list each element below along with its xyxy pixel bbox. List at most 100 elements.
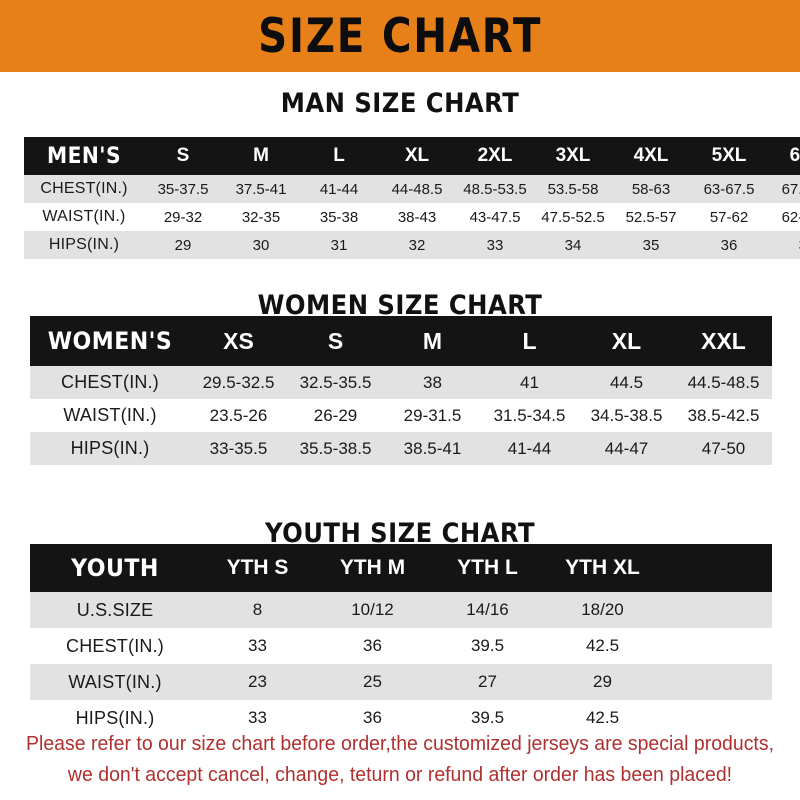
women-table-header-row: WOMEN'S XS S M L XL XXL bbox=[30, 316, 772, 366]
men-size-header: S bbox=[176, 145, 190, 166]
women-row-label: WAIST(IN.) bbox=[63, 405, 157, 425]
men-size-header: 5XL bbox=[711, 145, 747, 166]
men-row-label: HIPS(IN.) bbox=[48, 236, 120, 253]
youth-row-label: U.S.SIZE bbox=[76, 599, 154, 620]
table-row: U.S.SIZE 8 10/12 14/16 18/20 bbox=[30, 592, 772, 628]
men-size-header: L bbox=[333, 145, 345, 166]
women-cell: 34.5-38.5 bbox=[590, 405, 663, 425]
men-cell: 29-32 bbox=[163, 208, 203, 226]
footer-line-2: we don't accept cancel, change, teturn o… bbox=[67, 763, 733, 786]
footer-disclaimer: Please refer to our size chart before or… bbox=[20, 728, 780, 790]
women-size-header: XXL bbox=[701, 327, 746, 354]
men-cell: 48.5-53.5 bbox=[463, 180, 527, 198]
table-row: CHEST(IN.) 33 36 39.5 42.5 bbox=[30, 628, 772, 664]
men-cell: 52.5-57 bbox=[625, 208, 677, 226]
men-row-label: CHEST(IN.) bbox=[40, 180, 128, 197]
men-cell: 37.5-41 bbox=[235, 180, 287, 198]
men-cell: 34 bbox=[564, 236, 582, 254]
women-row-label: CHEST(IN.) bbox=[61, 372, 159, 392]
men-cell: 44-48.5 bbox=[391, 180, 443, 198]
women-cell: 32.5-35.5 bbox=[299, 372, 372, 392]
women-cell: 47-50 bbox=[701, 438, 746, 458]
table-row: WAIST(IN.) 23.5-26 26-29 29-31.5 31.5-34… bbox=[30, 399, 772, 432]
youth-cell: 14/16 bbox=[466, 600, 509, 619]
youth-size-header: YTH XL bbox=[565, 556, 640, 579]
men-cell: 30 bbox=[252, 236, 270, 254]
youth-row-label: CHEST(IN.) bbox=[66, 635, 164, 656]
men-cell: 35-38 bbox=[319, 208, 359, 226]
women-size-header: XL bbox=[611, 327, 642, 354]
table-row: WAIST(IN.) 23 25 27 29 bbox=[30, 664, 772, 700]
women-size-header: M bbox=[422, 327, 443, 354]
table-row: CHEST(IN.) 29.5-32.5 32.5-35.5 38 41 44.… bbox=[30, 366, 772, 399]
women-cell: 38.5-41 bbox=[403, 438, 462, 458]
men-corner-label: MEN'S bbox=[46, 143, 121, 169]
women-cell: 26-29 bbox=[313, 405, 358, 425]
women-cell: 29.5-32.5 bbox=[202, 372, 275, 392]
youth-cell-spacer bbox=[660, 664, 772, 700]
women-cell: 38.5-42.5 bbox=[687, 405, 760, 425]
youth-row-label: HIPS(IN.) bbox=[75, 707, 155, 728]
women-corner-label: WOMEN'S bbox=[47, 327, 173, 355]
youth-size-header: YTH S bbox=[226, 556, 289, 579]
men-cell: 31 bbox=[330, 236, 348, 254]
women-cell: 41-44 bbox=[507, 438, 552, 458]
women-cell: 44-47 bbox=[604, 438, 649, 458]
men-table-header-row: MEN'S S M L XL 2XL 3XL 4XL 5XL 6XL bbox=[24, 137, 800, 175]
page-banner: SIZE CHART bbox=[0, 0, 800, 72]
women-cell: 23.5-26 bbox=[209, 405, 268, 425]
women-cell: 35.5-38.5 bbox=[299, 438, 372, 458]
men-cell: 53.5-58 bbox=[547, 180, 599, 198]
men-cell: 35 bbox=[642, 236, 660, 254]
women-size-header: L bbox=[522, 327, 537, 354]
youth-size-header: YTH L bbox=[457, 556, 518, 579]
men-size-header: 3XL bbox=[555, 145, 591, 166]
youth-table-header-row: YOUTH YTH S YTH M YTH L YTH XL bbox=[30, 544, 772, 592]
youth-cell: 39.5 bbox=[470, 708, 505, 727]
men-cell: 35-37.5 bbox=[157, 180, 209, 198]
men-cell: 47.5-52.5 bbox=[541, 208, 605, 226]
section-title-man: MAN SIZE CHART bbox=[280, 88, 520, 119]
section-title-women: WOMEN SIZE CHART bbox=[257, 290, 543, 321]
youth-cell: 10/12 bbox=[351, 600, 394, 619]
youth-cell: 42.5 bbox=[585, 708, 620, 727]
women-cell: 44.5-48.5 bbox=[687, 372, 760, 392]
men-cell: 33 bbox=[486, 236, 504, 254]
footer-line-1: Please refer to our size chart before or… bbox=[25, 732, 774, 755]
table-row: CHEST(IN.) 35-37.5 37.5-41 41-44 44-48.5… bbox=[24, 175, 800, 203]
youth-header-spacer bbox=[660, 544, 772, 592]
youth-cell: 27 bbox=[478, 672, 497, 691]
men-cell: 63-67.5 bbox=[703, 180, 755, 198]
women-size-table: WOMEN'S XS S M L XL XXL CHEST(IN.) 29.5-… bbox=[30, 316, 772, 465]
youth-cell-spacer bbox=[660, 628, 772, 664]
men-cell: 32-35 bbox=[241, 208, 281, 226]
men-row-label: WAIST(IN.) bbox=[42, 208, 126, 225]
men-cell: 58-63 bbox=[631, 180, 671, 198]
men-cell: 41-44 bbox=[319, 180, 359, 198]
youth-cell: 29 bbox=[593, 672, 612, 691]
table-row: HIPS(IN.) 33-35.5 35.5-38.5 38.5-41 41-4… bbox=[30, 432, 772, 465]
men-cell: 57-62 bbox=[709, 208, 749, 226]
youth-size-table: YOUTH YTH S YTH M YTH L YTH XL U.S.SIZE … bbox=[30, 544, 772, 736]
section-title-youth: YOUTH SIZE CHART bbox=[264, 518, 536, 549]
table-row: WAIST(IN.) 29-32 32-35 35-38 38-43 43-47… bbox=[24, 203, 800, 231]
men-cell: 62-66.5 bbox=[781, 208, 800, 226]
men-size-header: 4XL bbox=[633, 145, 669, 166]
youth-cell: 39.5 bbox=[470, 636, 505, 655]
women-cell: 33-35.5 bbox=[209, 438, 268, 458]
youth-row-label: WAIST(IN.) bbox=[68, 671, 162, 692]
youth-cell: 33 bbox=[248, 636, 267, 655]
men-cell: 43-47.5 bbox=[469, 208, 521, 226]
youth-cell: 36 bbox=[363, 708, 382, 727]
men-size-header: 2XL bbox=[477, 145, 513, 166]
women-cell: 41 bbox=[520, 372, 539, 392]
men-size-header: XL bbox=[404, 145, 430, 166]
men-cell: 32 bbox=[408, 236, 426, 254]
men-cell: 36 bbox=[720, 236, 738, 254]
women-cell: 44.5 bbox=[609, 372, 644, 392]
youth-cell: 42.5 bbox=[585, 636, 620, 655]
youth-cell: 18/20 bbox=[581, 600, 624, 619]
women-cell: 29-31.5 bbox=[403, 405, 462, 425]
youth-size-header: YTH M bbox=[339, 556, 406, 579]
page-title: SIZE CHART bbox=[257, 8, 542, 64]
